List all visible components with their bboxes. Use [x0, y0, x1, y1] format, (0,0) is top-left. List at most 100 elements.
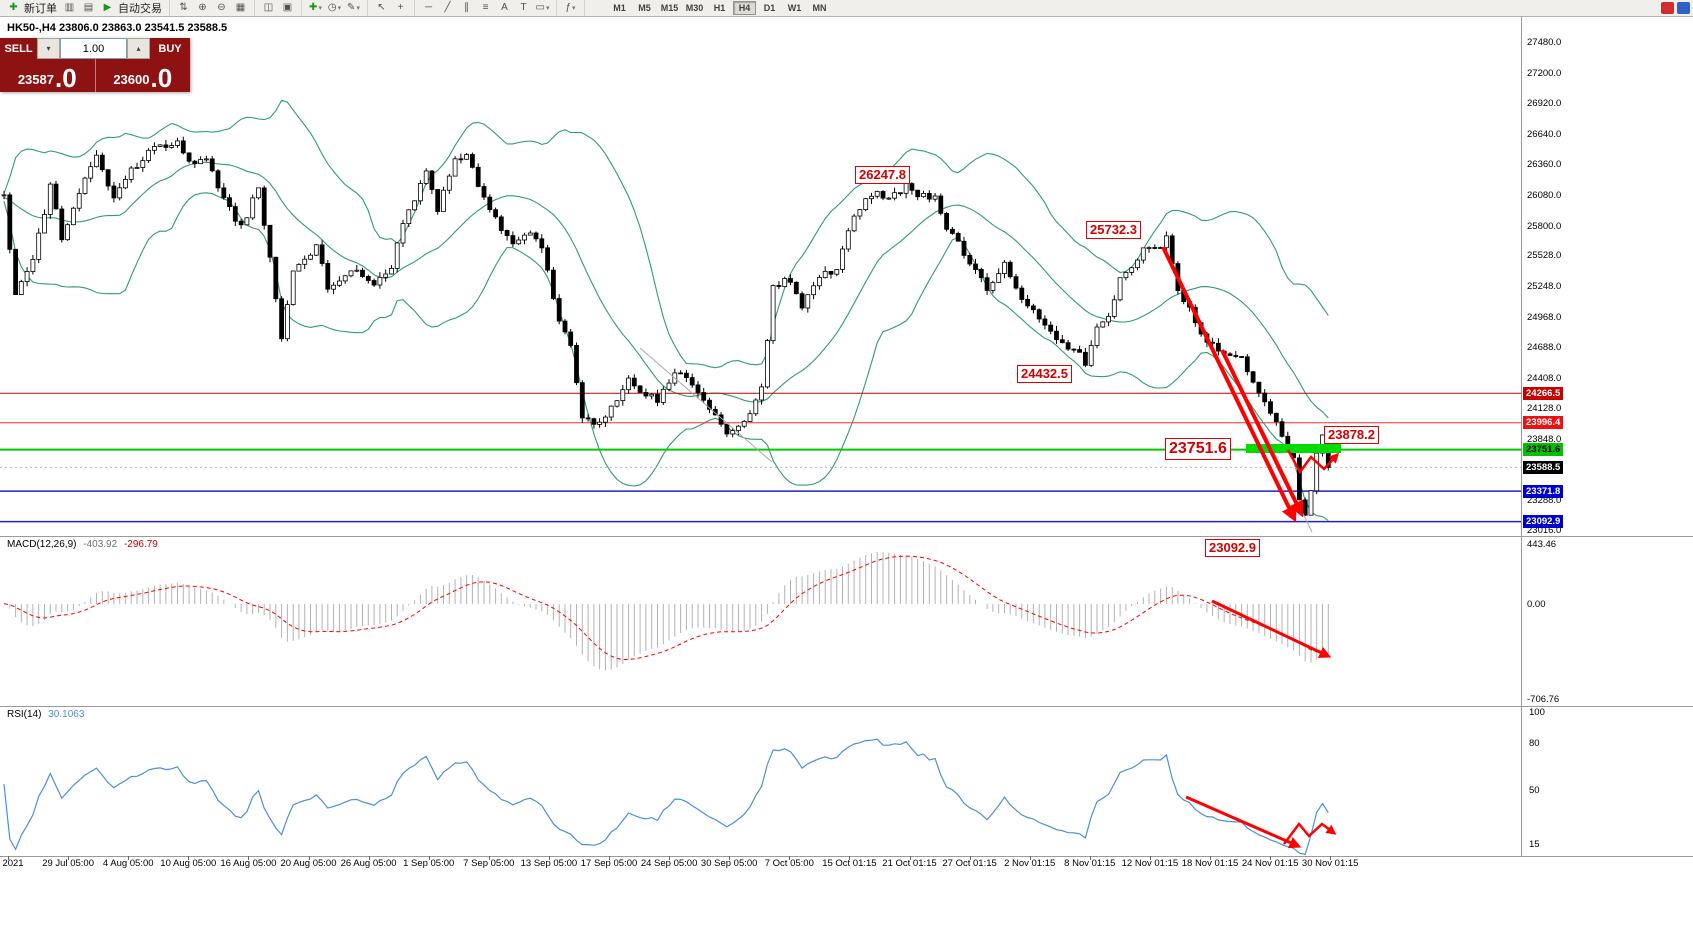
timeframe-m30-button[interactable]: M30 — [685, 3, 704, 13]
cursor-icon[interactable]: ↖ — [377, 2, 386, 13]
new-order-icon[interactable]: ✚ — [5, 1, 22, 16]
time-tick-label: 12 Nov 01:15 — [1121, 858, 1179, 869]
buy-button[interactable]: BUY — [150, 38, 190, 59]
time-tick-label: 4 Aug 05:00 — [102, 858, 154, 869]
sell-price: 23587 — [17, 72, 54, 87]
bar-chart-icon[interactable]: ▥ — [64, 2, 75, 13]
clock-glyph: ◷ — [327, 2, 337, 13]
toolbar-group-indicators: ƒ ▾ — [557, 0, 585, 16]
timeframe-w1-button[interactable]: W1 — [787, 3, 802, 13]
time-tick-label: 30 Sep 05:00 — [700, 858, 758, 869]
price-tick-label: 23848.0 — [1527, 434, 1562, 446]
titlebar-blue-icon[interactable] — [1677, 2, 1690, 14]
one-click-trade-panel: SELL ▾ ▴ BUY 23587 .0 23600 .0 — [0, 38, 190, 92]
volume-increase-button[interactable]: ▴ — [127, 38, 150, 59]
rsi-axis-label: 50 — [1529, 784, 1540, 796]
rsi-header: RSI(14) 30.1063 — [7, 709, 84, 720]
macd-panel[interactable] — [0, 536, 1521, 706]
main-chart[interactable] — [0, 17, 1521, 536]
price-tick-label: 24408.0 — [1527, 372, 1562, 384]
time-tick-label: 20 Aug 05:00 — [280, 858, 337, 869]
price-tick-label: 27200.0 — [1527, 67, 1562, 79]
volume-input[interactable] — [60, 38, 127, 59]
time-tick-label: 1 Sep 05:00 — [403, 858, 455, 869]
titlebar-red-icon[interactable] — [1661, 2, 1674, 14]
dropdown-arrow-icon: ▾ — [337, 4, 342, 12]
channel-icon[interactable]: ∥ — [464, 2, 469, 13]
rsi-panel-separator[interactable] — [0, 706, 1693, 707]
grid-icon[interactable]: ▦ — [235, 2, 246, 13]
price-axis-separator — [1521, 17, 1522, 856]
pencil-glyph: ✎ — [347, 2, 356, 13]
rsi-axis-label: 100 — [1529, 707, 1545, 718]
price-tick-label: 24128.0 — [1527, 403, 1562, 415]
trendline-icon[interactable]: ╱ — [444, 2, 451, 13]
price-tick-label: 23288.0 — [1527, 495, 1562, 507]
buy-price-button[interactable]: 23600 .0 — [94, 59, 191, 92]
timeframe-h1-button[interactable]: H1 — [713, 3, 726, 13]
new-order-label[interactable]: 新订单 — [24, 3, 57, 15]
new-chart-icon[interactable]: ◫ — [263, 2, 274, 13]
trade-panel-controls: SELL ▾ ▴ BUY — [0, 38, 190, 59]
volume-decrease-button[interactable]: ▾ — [37, 38, 60, 59]
timeframe-m1-button[interactable]: M1 — [613, 3, 626, 13]
toolbar-group-lines: ─ ╱ ∥ ≡ A T ▭ ▾ — [415, 0, 557, 16]
rsi-axis-label: 15 — [1529, 838, 1540, 850]
macd-panel-separator[interactable] — [0, 536, 1693, 537]
time-tick-label: 2 Nov 01:15 — [1004, 858, 1056, 869]
window-list-icon[interactable]: ▣ — [282, 2, 293, 13]
plus-icon: ✚ — [309, 2, 318, 13]
text-icon[interactable]: A — [501, 2, 508, 13]
toolbar-group-trading: ✚ 新订单 ▥ ▤ ▶ 自动交易 — [0, 0, 170, 16]
tile-windows-icon[interactable]: ⇅ — [179, 2, 188, 13]
toolbar-right-icons — [1658, 2, 1693, 14]
time-tick-label: 21 Oct 01:15 — [882, 858, 937, 869]
sell-button[interactable]: SELL — [0, 38, 37, 59]
timeframe-d1-button[interactable]: D1 — [763, 3, 776, 13]
text-label-icon[interactable]: T — [520, 2, 527, 13]
price-line-label: 23751.6 — [1523, 443, 1564, 457]
sell-price-button[interactable]: 23587 .0 — [0, 59, 95, 92]
indicators-icon[interactable]: ƒ ▾ — [562, 1, 579, 16]
autotrade-play-icon[interactable]: ▶ — [99, 1, 116, 16]
time-tick-label: 8 Nov 01:15 — [1064, 858, 1116, 869]
plus-icon: ✚ — [9, 2, 18, 13]
add-object-icon[interactable]: ✚ ▾ — [307, 1, 324, 16]
draw-icon[interactable]: ✎ ▾ — [345, 1, 362, 16]
time-tick-label: 16 Aug 05:00 — [220, 858, 277, 869]
time-tick-label: 24 Sep 05:00 — [640, 858, 698, 869]
macd-axis-label: 0.00 — [1527, 599, 1546, 610]
clock-icon[interactable]: ◷ ▾ — [326, 1, 343, 16]
timeframe-h4-button[interactable]: H4 — [733, 1, 756, 15]
price-line-label: 23588.5 — [1523, 460, 1564, 474]
zoom-in-icon[interactable]: ⊕ — [198, 2, 207, 13]
horizontal-line-icon[interactable]: ─ — [424, 2, 433, 13]
shapes-glyph: ▭ — [535, 2, 545, 13]
timeframe-mn-button[interactable]: MN — [812, 3, 827, 13]
timeframe-m15-button[interactable]: M15 — [660, 3, 679, 13]
rsi-panel[interactable] — [0, 706, 1521, 856]
autotrade-label[interactable]: 自动交易 — [118, 3, 162, 15]
toolbar-group-pointer: ↖ + — [368, 0, 415, 16]
time-tick-label: 7 Sep 05:00 — [463, 858, 515, 869]
time-tick-label: ul 2021 — [0, 858, 24, 869]
time-tick-label: 27 Oct 01:15 — [942, 858, 997, 869]
toolbar-group-timeframes: M1 M5 M15 M30 H1 H4 D1 W1 MN — [603, 0, 836, 16]
dropdown-arrow-icon: ▾ — [545, 4, 550, 12]
fibonacci-icon[interactable]: ≡ — [482, 2, 489, 13]
price-tick-label: 26920.0 — [1527, 98, 1562, 110]
price-tick-label: 25800.0 — [1527, 220, 1562, 232]
sell-price-fraction: .0 — [54, 63, 77, 93]
shapes-icon[interactable]: ▭ ▾ — [534, 1, 551, 16]
dropdown-arrow-icon: ▾ — [356, 4, 360, 12]
timeframe-m5-button[interactable]: M5 — [638, 3, 651, 13]
time-tick-label: 30 Nov 01:15 — [1301, 858, 1359, 869]
toolbar: ✚ 新订单 ▥ ▤ ▶ 自动交易 ⇅ ⊕ ⊖ ▦ ◫ ▣ ✚ ▾ ◷ ▾ ✎ ▾ ↖ … — [0, 0, 1693, 17]
profiles-icon[interactable]: ▤ — [83, 2, 94, 13]
crosshair-icon[interactable]: + — [397, 2, 404, 13]
zoom-out-icon[interactable]: ⊖ — [217, 2, 226, 13]
price-line-label: 23092.9 — [1523, 515, 1564, 529]
toolbar-group-objects: ✚ ▾ ◷ ▾ ✎ ▾ — [302, 0, 368, 16]
price-tick-label: 26080.0 — [1527, 190, 1562, 202]
